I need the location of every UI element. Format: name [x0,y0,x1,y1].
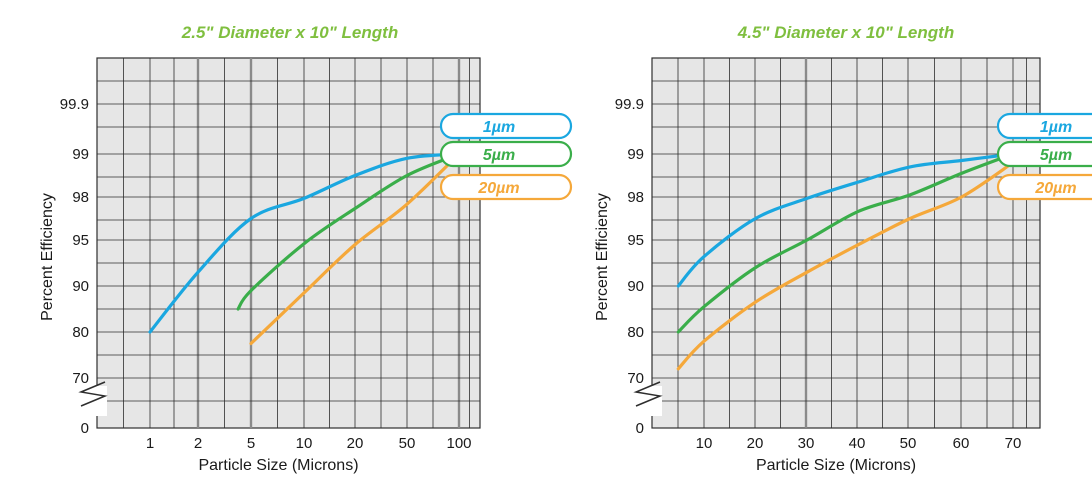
series-line-20um [249,152,461,346]
chart-panel-2: 4.5" Diameter x 10" Length 0 70 80 90 95 98 99 9… [594,23,1092,474]
y-tick-label: 95 [627,232,644,249]
x-tick-label: 60 [953,435,970,452]
y-tick-label: 99 [72,146,89,163]
y-tick-label: 99.9 [615,96,644,113]
axis-break-band [640,386,662,416]
legend-pill-20um [439,173,573,201]
plot-area [651,57,1041,429]
axis-break-band [85,386,107,416]
x-tick-label: 20 [347,435,364,452]
y-tick-label: 80 [72,324,89,341]
y-tick-label: 98 [72,189,89,206]
y-tick-label: 0 [81,420,89,437]
y-tick-label: 90 [627,278,644,295]
chart-title: 4.5" Diameter x 10" Length [737,23,954,42]
legend-pill-1um [439,112,573,140]
y-tick-label: 80 [627,324,644,341]
series-line-1um [148,152,461,334]
legend-label-20um: 20µm [1034,180,1076,197]
legend-label-20um: 20µm [477,180,519,197]
x-tick-label: 10 [696,435,713,452]
y-tick-label: 95 [72,232,89,249]
legend-pill-5um [996,140,1092,168]
legend-pill-1um [996,112,1092,140]
y-tick-label: 99.9 [60,96,89,113]
legend-label-5um: 5µm [1040,147,1072,164]
y-tick-label: 0 [636,420,644,437]
x-tick-label: 100 [446,435,471,452]
legend-label-1um: 1µm [483,119,515,136]
x-tick-label: 10 [296,435,313,452]
chart-title: 2.5" Diameter x 10" Length [181,23,398,42]
x-tick-label: 20 [747,435,764,452]
x-axis-label: Particle Size (Microns) [756,457,916,474]
x-tick-label: 50 [399,435,416,452]
axis-break-zigzag [78,381,108,407]
legend-label-5um: 5µm [483,147,515,164]
x-tick-label: 5 [247,435,255,452]
x-axis-label: Particle Size (Microns) [198,457,358,474]
legend-label-1um: 1µm [1040,119,1072,136]
y-tick-label: 98 [627,189,644,206]
x-tick-label: 70 [1005,435,1022,452]
chart-panel-1: 2.5" Diameter x 10" Length 0 70 80 90 95 98 99 9… [39,23,573,474]
y-tick-label: 70 [72,370,89,387]
y-axis-label: Percent Efficiency [594,193,611,321]
x-tick-label: 1 [146,435,154,452]
x-tick-label: 30 [798,435,815,452]
y-axis-label: Percent Efficiency [39,193,56,321]
legend-pill-5um [439,140,573,168]
series-line-1um [676,152,1015,288]
series-line-5um [676,152,1015,334]
axis-break-zigzag [633,381,663,407]
series-line-20um [676,161,1015,371]
y-tick-label: 90 [72,278,89,295]
plot-area [96,57,481,429]
x-tick-label: 2 [194,435,202,452]
y-tick-label: 70 [627,370,644,387]
x-tick-label: 50 [900,435,917,452]
legend-pill-20um [996,173,1092,201]
x-tick-label: 40 [849,435,866,452]
series-line-5um [236,152,461,311]
y-tick-label: 99 [627,146,644,163]
